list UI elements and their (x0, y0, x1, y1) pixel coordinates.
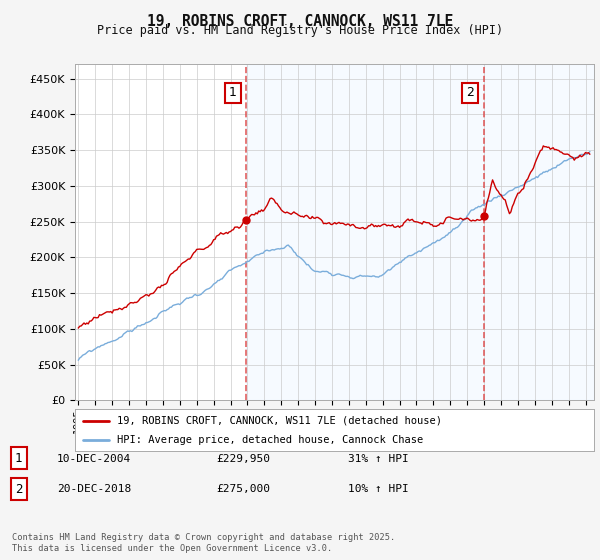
Text: 2: 2 (466, 86, 474, 100)
Text: £275,000: £275,000 (216, 484, 270, 494)
Bar (247, 64, 594, 400)
Text: 19, ROBINS CROFT, CANNOCK, WS11 7LE (detached house): 19, ROBINS CROFT, CANNOCK, WS11 7LE (det… (116, 416, 442, 426)
Text: 10-DEC-2004: 10-DEC-2004 (57, 454, 131, 464)
Text: 31% ↑ HPI: 31% ↑ HPI (348, 454, 409, 464)
Text: 20-DEC-2018: 20-DEC-2018 (57, 484, 131, 494)
Text: Contains HM Land Registry data © Crown copyright and database right 2025.
This d: Contains HM Land Registry data © Crown c… (12, 533, 395, 553)
Text: 19, ROBINS CROFT, CANNOCK, WS11 7LE: 19, ROBINS CROFT, CANNOCK, WS11 7LE (147, 14, 453, 29)
Text: 2: 2 (15, 483, 23, 496)
Text: 1: 1 (15, 452, 23, 465)
Text: HPI: Average price, detached house, Cannock Chase: HPI: Average price, detached house, Cann… (116, 435, 423, 445)
Text: 10% ↑ HPI: 10% ↑ HPI (348, 484, 409, 494)
Text: 1: 1 (229, 86, 237, 100)
Text: Price paid vs. HM Land Registry's House Price Index (HPI): Price paid vs. HM Land Registry's House … (97, 24, 503, 37)
Text: £229,950: £229,950 (216, 454, 270, 464)
